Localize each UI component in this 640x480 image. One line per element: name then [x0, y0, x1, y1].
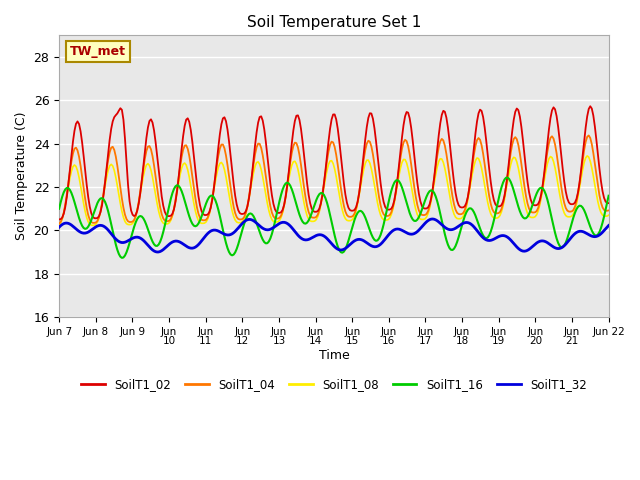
- SoilT1_32: [297, 235, 305, 241]
- SoilT1_32: [429, 216, 436, 222]
- SoilT1_16: [577, 203, 585, 209]
- SoilT1_08: [605, 212, 612, 218]
- SoilT1_04: [237, 216, 245, 222]
- SoilT1_32: [577, 228, 585, 234]
- SoilT1_16: [55, 206, 63, 212]
- SoilT1_08: [239, 218, 246, 224]
- Y-axis label: Soil Temperature (C): Soil Temperature (C): [15, 112, 28, 240]
- SoilT1_04: [123, 216, 131, 222]
- SoilT1_32: [248, 217, 256, 223]
- Line: SoilT1_32: SoilT1_32: [59, 219, 609, 252]
- Line: SoilT1_04: SoilT1_04: [59, 135, 609, 223]
- SoilT1_32: [153, 249, 161, 255]
- SoilT1_04: [574, 190, 582, 196]
- SoilT1_08: [89, 222, 97, 228]
- Text: TW_met: TW_met: [70, 45, 126, 58]
- SoilT1_08: [55, 222, 63, 228]
- SoilT1_02: [574, 190, 582, 195]
- SoilT1_02: [296, 117, 303, 123]
- SoilT1_08: [297, 182, 305, 188]
- Title: Soil Temperature Set 1: Soil Temperature Set 1: [246, 15, 421, 30]
- SoilT1_02: [586, 103, 594, 109]
- SoilT1_08: [248, 178, 256, 183]
- SoilT1_16: [248, 211, 256, 217]
- SoilT1_16: [124, 245, 132, 251]
- SoilT1_32: [123, 239, 131, 244]
- SoilT1_04: [219, 142, 227, 147]
- SoilT1_02: [123, 159, 131, 165]
- SoilT1_08: [583, 153, 591, 159]
- SoilT1_02: [55, 216, 63, 222]
- SoilT1_32: [221, 231, 228, 237]
- Line: SoilT1_02: SoilT1_02: [59, 106, 609, 219]
- SoilT1_02: [237, 211, 245, 217]
- SoilT1_16: [297, 216, 305, 221]
- SoilT1_16: [239, 225, 246, 231]
- SoilT1_02: [246, 185, 254, 191]
- SoilT1_08: [576, 185, 584, 191]
- Line: SoilT1_08: SoilT1_08: [59, 156, 609, 225]
- SoilT1_16: [221, 234, 228, 240]
- SoilT1_02: [219, 116, 227, 121]
- SoilT1_32: [55, 224, 63, 230]
- Legend: SoilT1_02, SoilT1_04, SoilT1_08, SoilT1_16, SoilT1_32: SoilT1_02, SoilT1_04, SoilT1_08, SoilT1_…: [76, 373, 591, 396]
- SoilT1_16: [504, 175, 511, 180]
- SoilT1_32: [239, 220, 246, 226]
- SoilT1_04: [605, 207, 612, 213]
- SoilT1_08: [124, 222, 132, 228]
- SoilT1_04: [585, 132, 593, 138]
- SoilT1_04: [296, 152, 303, 158]
- SoilT1_02: [605, 200, 612, 206]
- SoilT1_16: [118, 255, 125, 261]
- SoilT1_32: [605, 223, 612, 228]
- X-axis label: Time: Time: [319, 348, 349, 361]
- SoilT1_16: [605, 193, 612, 199]
- SoilT1_08: [221, 167, 228, 172]
- SoilT1_04: [55, 220, 63, 226]
- Line: SoilT1_16: SoilT1_16: [59, 178, 609, 258]
- SoilT1_04: [246, 183, 254, 189]
